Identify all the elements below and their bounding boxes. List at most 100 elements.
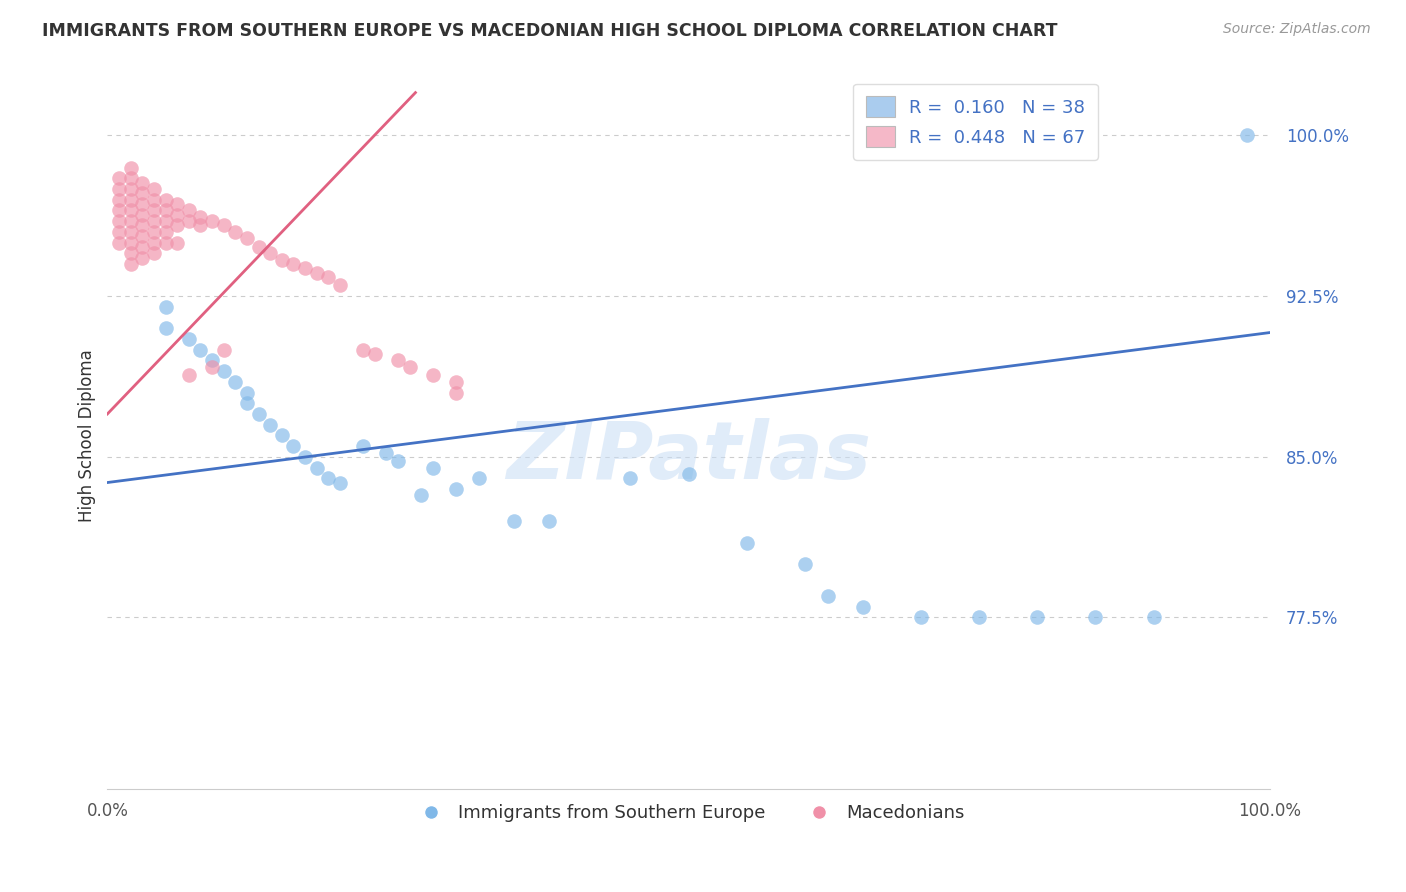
Text: IMMIGRANTS FROM SOUTHERN EUROPE VS MACEDONIAN HIGH SCHOOL DIPLOMA CORRELATION CH: IMMIGRANTS FROM SOUTHERN EUROPE VS MACED…	[42, 22, 1057, 40]
Point	[201, 359, 224, 374]
Point	[131, 240, 153, 254]
Point	[120, 257, 142, 271]
Point	[177, 368, 200, 383]
Point	[155, 300, 177, 314]
Point	[316, 471, 339, 485]
Point	[294, 261, 316, 276]
Point	[108, 235, 131, 250]
Point	[166, 235, 188, 250]
Point	[503, 514, 526, 528]
Point	[236, 396, 259, 410]
Point	[166, 197, 188, 211]
Point	[468, 471, 491, 485]
Point	[224, 225, 246, 239]
Point	[444, 375, 467, 389]
Point	[444, 482, 467, 496]
Point	[283, 439, 305, 453]
Point	[131, 229, 153, 244]
Point	[108, 182, 131, 196]
Point	[108, 225, 131, 239]
Point	[108, 203, 131, 218]
Point	[120, 182, 142, 196]
Point	[352, 343, 374, 357]
Point	[155, 321, 177, 335]
Point	[444, 385, 467, 400]
Point	[142, 182, 165, 196]
Point	[259, 417, 281, 432]
Point	[120, 225, 142, 239]
Point	[142, 203, 165, 218]
Point	[329, 475, 352, 490]
Point	[120, 203, 142, 218]
Point	[155, 225, 177, 239]
Point	[142, 246, 165, 260]
Point	[329, 278, 352, 293]
Point	[422, 368, 444, 383]
Point	[422, 460, 444, 475]
Point	[793, 557, 815, 571]
Point	[155, 193, 177, 207]
Point	[131, 176, 153, 190]
Point	[190, 343, 212, 357]
Point	[1236, 128, 1258, 143]
Point	[398, 359, 420, 374]
Point	[247, 407, 270, 421]
Point	[201, 353, 224, 368]
Point	[387, 454, 409, 468]
Point	[852, 599, 875, 614]
Point	[177, 203, 200, 218]
Point	[108, 171, 131, 186]
Point	[190, 219, 212, 233]
Point	[212, 219, 235, 233]
Point	[411, 488, 433, 502]
Point	[1142, 610, 1164, 624]
Point	[108, 214, 131, 228]
Text: Source: ZipAtlas.com: Source: ZipAtlas.com	[1223, 22, 1371, 37]
Point	[155, 203, 177, 218]
Point	[538, 514, 561, 528]
Point	[166, 208, 188, 222]
Point	[120, 214, 142, 228]
Point	[142, 193, 165, 207]
Point	[236, 231, 259, 245]
Point	[967, 610, 990, 624]
Point	[131, 208, 153, 222]
Point	[131, 219, 153, 233]
Point	[247, 240, 270, 254]
Point	[120, 246, 142, 260]
Point	[120, 193, 142, 207]
Legend: Immigrants from Southern Europe, Macedonians: Immigrants from Southern Europe, Macedon…	[405, 797, 972, 830]
Text: ZIPatlas: ZIPatlas	[506, 417, 872, 496]
Point	[212, 343, 235, 357]
Point	[108, 193, 131, 207]
Point	[305, 460, 328, 475]
Point	[283, 257, 305, 271]
Point	[120, 171, 142, 186]
Point	[142, 235, 165, 250]
Point	[910, 610, 932, 624]
Point	[142, 214, 165, 228]
Point	[270, 428, 292, 442]
Point	[190, 210, 212, 224]
Point	[364, 347, 387, 361]
Point	[201, 214, 224, 228]
Point	[155, 214, 177, 228]
Point	[678, 467, 700, 481]
Point	[1084, 610, 1107, 624]
Point	[142, 225, 165, 239]
Y-axis label: High School Diploma: High School Diploma	[79, 349, 96, 522]
Point	[352, 439, 374, 453]
Point	[236, 385, 259, 400]
Point	[259, 246, 281, 260]
Point	[166, 219, 188, 233]
Point	[120, 235, 142, 250]
Point	[131, 186, 153, 201]
Point	[305, 266, 328, 280]
Point	[619, 471, 641, 485]
Point	[375, 445, 398, 459]
Point	[1026, 610, 1049, 624]
Point	[155, 235, 177, 250]
Point	[735, 535, 758, 549]
Point	[817, 589, 839, 603]
Point	[316, 269, 339, 284]
